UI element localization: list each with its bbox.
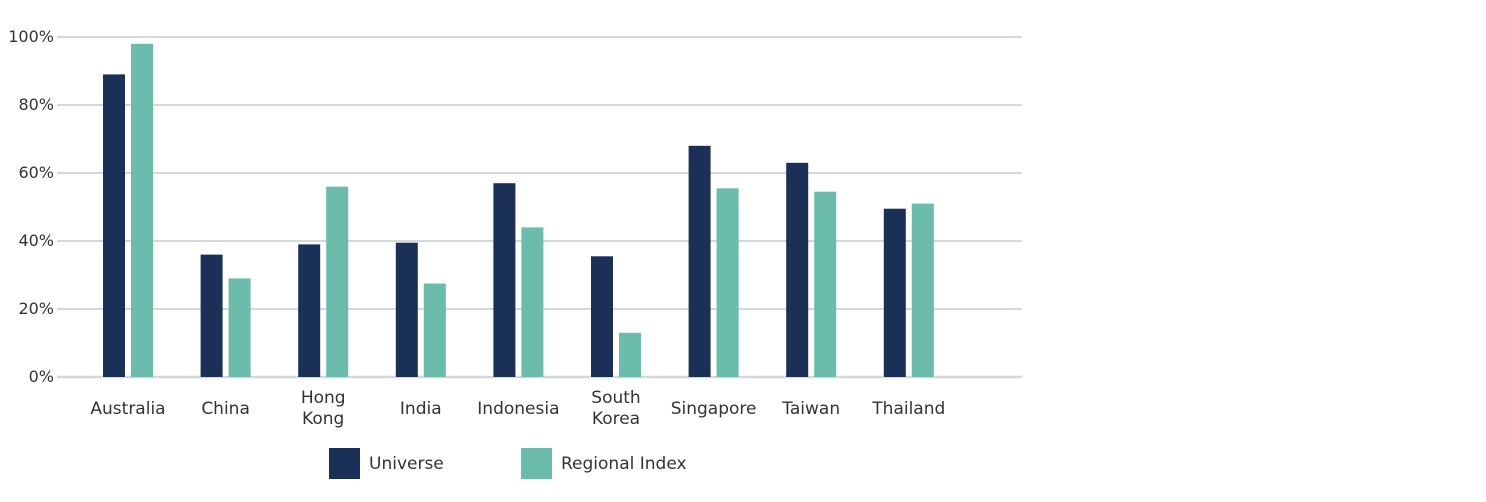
x-category-label: India [400,399,442,419]
bar-universe [103,74,125,378]
legend-swatch [329,448,360,479]
bar-universe [786,162,809,377]
x-category-label: Singapore [671,399,757,419]
bar-universe [883,208,906,377]
bar-universe [200,254,223,377]
x-category-label: Thailand [871,399,945,419]
x-category-label-line: Korea [592,409,640,429]
y-tick-label: 60% [18,163,54,182]
bar-regional-index [814,191,837,377]
bar-regional-index [326,186,349,377]
bar-universe [688,145,711,377]
legend: Universe Regional Index [329,448,687,479]
x-category-label: China [201,399,250,419]
legend-label: Regional Index [561,454,687,474]
y-tick-label: 80% [18,95,54,114]
bar-regional-index [131,43,153,378]
x-axis-labels: Australia China Hong Kong India Indonesia Sout… [90,388,945,429]
y-tick-label: 100% [8,27,54,46]
bar-universe [591,256,613,377]
x-category-label-line: Hong [301,388,346,408]
x-category-label: Indonesia [477,399,559,419]
bar-regional-index [228,278,251,377]
bar-universe [493,183,516,377]
x-category-label: Hong Kong [301,388,346,429]
bar-regional-index [911,203,934,377]
bar-regional-index [716,188,739,377]
bars [103,43,934,378]
bar-regional-index [521,227,544,377]
x-category-label-line: South [591,388,640,408]
y-tick-label: 40% [18,231,54,250]
y-axis-ticks: 0% 20% 40% 60% 80% 100% [8,27,54,386]
bar-regional-index [423,283,446,377]
x-category-label-line: Kong [302,409,344,429]
bar-universe [395,242,418,377]
bar-universe [298,244,321,377]
y-tick-label: 0% [29,367,54,386]
x-category-label: Taiwan [781,399,840,419]
y-tick-label: 20% [18,299,54,318]
bar-regional-index [619,332,641,377]
legend-swatch [521,448,552,479]
legend-label: Universe [369,454,444,474]
x-category-label: South Korea [591,388,640,429]
x-category-label: Australia [90,399,165,419]
